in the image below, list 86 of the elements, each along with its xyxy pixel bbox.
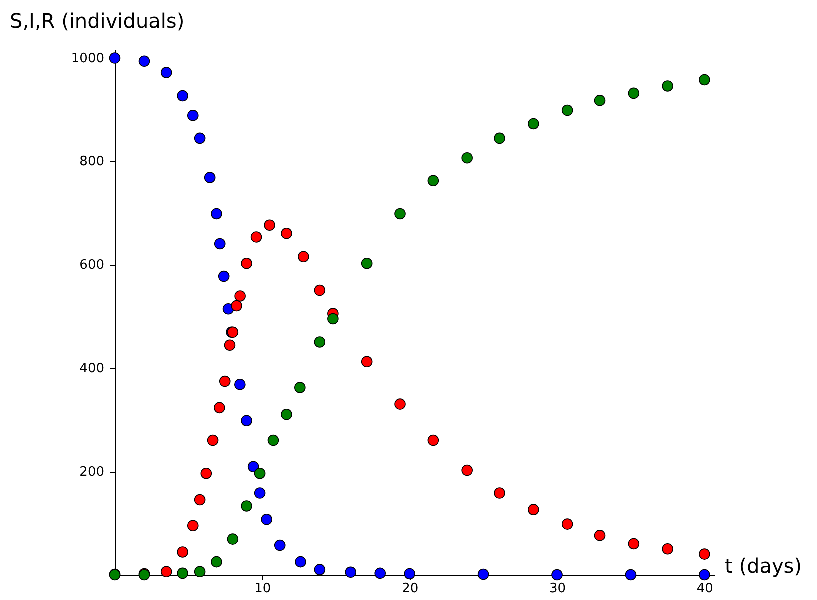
point — [214, 402, 226, 414]
point — [254, 488, 266, 499]
point — [552, 569, 563, 581]
point — [394, 208, 406, 220]
point — [177, 568, 188, 580]
point — [214, 238, 226, 250]
point — [204, 172, 216, 184]
point — [361, 356, 373, 368]
point — [200, 468, 212, 480]
point — [494, 132, 506, 144]
x-tick-label: 10 — [254, 582, 272, 596]
point — [314, 336, 326, 348]
point — [177, 546, 188, 558]
y-axis-title: S,I,R (individuals) — [10, 9, 185, 33]
point — [562, 518, 574, 530]
point — [298, 251, 310, 263]
point — [394, 398, 406, 410]
point — [328, 313, 339, 325]
point — [264, 220, 276, 231]
point — [662, 80, 674, 92]
point — [562, 104, 574, 116]
point — [699, 569, 710, 581]
point — [177, 90, 188, 102]
point — [241, 500, 252, 512]
y-tick-label: 600 — [80, 258, 104, 274]
point — [227, 534, 239, 545]
point — [194, 132, 206, 144]
point — [160, 566, 172, 578]
x-axis-title: t (days) — [725, 554, 802, 578]
y-tick-label: 400 — [80, 362, 104, 377]
point — [428, 434, 440, 446]
point — [662, 544, 674, 555]
point — [404, 568, 416, 580]
point — [274, 540, 286, 552]
point — [462, 464, 473, 476]
point — [234, 379, 246, 390]
point — [219, 376, 231, 388]
point — [241, 415, 252, 426]
point — [294, 382, 306, 394]
point — [345, 566, 357, 578]
point — [528, 118, 540, 130]
point — [187, 110, 199, 122]
point — [314, 284, 326, 296]
point — [254, 468, 266, 480]
point — [261, 514, 272, 526]
point — [628, 538, 640, 550]
point — [250, 232, 262, 243]
point — [281, 228, 292, 240]
point — [211, 556, 222, 568]
point — [231, 300, 242, 312]
point — [224, 340, 236, 351]
point — [187, 520, 199, 532]
point — [194, 494, 206, 506]
point — [462, 152, 473, 164]
point — [248, 461, 260, 473]
point — [281, 409, 292, 420]
point — [428, 175, 440, 186]
point — [699, 548, 710, 560]
point — [628, 88, 640, 100]
point — [494, 488, 506, 499]
point — [295, 556, 306, 568]
point — [528, 504, 540, 516]
point — [478, 568, 490, 580]
point — [241, 258, 252, 270]
point — [268, 434, 280, 446]
point — [594, 530, 606, 542]
point — [160, 67, 172, 78]
point — [699, 74, 710, 86]
point — [138, 56, 150, 68]
x-tick-label: 20 — [402, 582, 419, 596]
point — [211, 208, 222, 220]
x-tick-label: 30 — [549, 582, 566, 596]
point — [194, 566, 206, 578]
y-tick-label: 200 — [80, 465, 104, 480]
point — [109, 52, 121, 64]
point — [361, 258, 373, 270]
point — [218, 270, 230, 282]
point — [234, 290, 246, 302]
point — [594, 95, 606, 106]
y-tick-label: 1000 — [71, 51, 104, 66]
point — [314, 564, 326, 576]
x-tick-label: 40 — [696, 582, 714, 596]
point — [625, 569, 637, 581]
y-tick-label: 800 — [80, 154, 104, 170]
point — [207, 434, 219, 446]
point — [374, 568, 386, 580]
